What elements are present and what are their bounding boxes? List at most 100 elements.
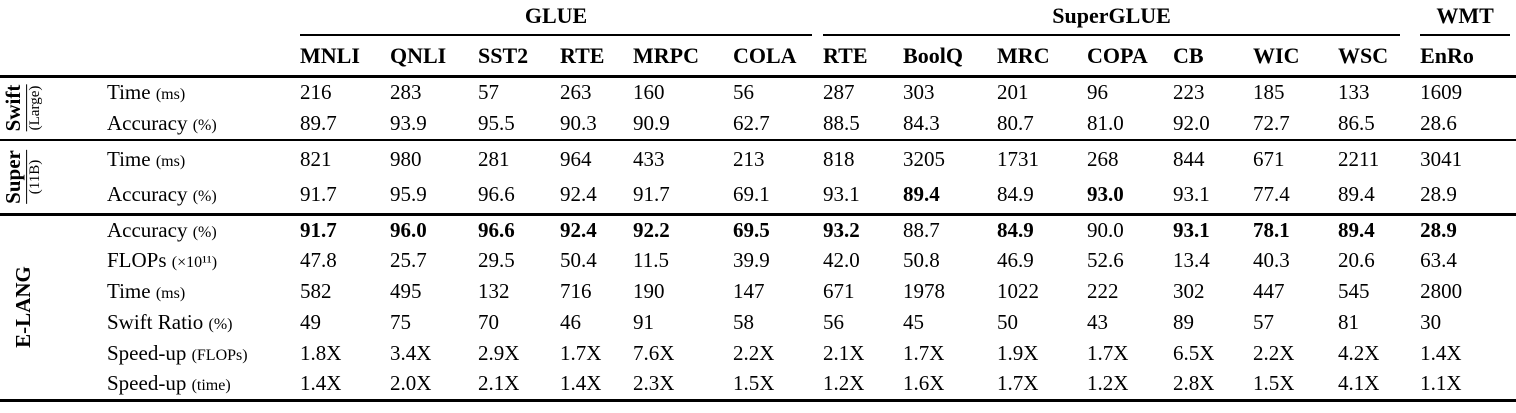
data-cell: 89.4 [903, 177, 997, 214]
data-value: 2.0X [390, 371, 432, 396]
metric-unit: (time) [191, 377, 231, 395]
data-value: 39.9 [733, 248, 770, 272]
data-value: 20.6 [1338, 248, 1375, 272]
data-value: 69.5 [733, 217, 770, 242]
data-value: 495 [390, 279, 422, 303]
row-group-label: E-LANG [10, 266, 34, 348]
data-cell: 433 [633, 140, 733, 177]
data-cell: 78.1 [1253, 214, 1338, 245]
data-cell: 3041 [1420, 140, 1516, 177]
data-cell: 96.6 [478, 177, 560, 214]
metric-name: Time [107, 146, 151, 171]
data-cell: 1.7X [1087, 338, 1173, 369]
table-header: GLUE SuperGLUE WMT MNLI QNLI SST2 RTE MRPC COLA R… [0, 2, 1516, 78]
data-cell: 93.2 [823, 214, 903, 245]
column-header: SST2 [478, 38, 560, 78]
data-value: 46.9 [997, 248, 1034, 272]
data-cell: 447 [1253, 276, 1338, 307]
row-label: Speed-up (FLOPs) [45, 338, 300, 369]
metric-unit: (FLOPs) [191, 347, 248, 364]
column-header: EnRo [1420, 38, 1516, 78]
data-cell: 96.6 [478, 214, 560, 245]
metric-unit: (%) [192, 223, 217, 241]
data-value: 11.5 [633, 248, 669, 272]
data-value: 1.4X [300, 371, 342, 396]
row-label: Speed-up (time) [45, 369, 300, 400]
data-cell: 545 [1338, 276, 1420, 307]
row-label: Swift Ratio (%) [45, 307, 300, 338]
data-value: 223 [1173, 80, 1205, 105]
data-value: 160 [633, 80, 665, 105]
column-header: WSC [1338, 38, 1421, 78]
data-value: 216 [300, 80, 332, 105]
data-value: 88.5 [823, 111, 860, 135]
row-label: Accuracy (%) [45, 177, 300, 214]
data-value: 1.9X [997, 341, 1039, 365]
data-cell: 30 [1420, 307, 1516, 338]
row-group-cell: Swift (Large) [0, 76, 45, 140]
data-cell: 50.4 [560, 245, 633, 276]
data-value: 7.6X [633, 341, 675, 365]
data-value: 1609 [1420, 80, 1463, 105]
data-cell: 88.5 [823, 108, 903, 140]
data-value: 1.6X [903, 371, 945, 396]
metric-name: Speed-up [107, 341, 187, 365]
data-cell: 50.8 [903, 245, 997, 276]
data-value: 47.8 [300, 248, 337, 272]
data-cell: 40.3 [1253, 245, 1338, 276]
data-cell: 20.6 [1338, 245, 1420, 276]
row-group-name: Super [0, 149, 25, 204]
table-row: Super (11B) Time (ms) 821 980 281 964 433 213 818… [0, 140, 1516, 204]
row-label: Accuracy (%) [45, 108, 300, 140]
data-cell: 1.7X [560, 338, 633, 369]
data-cell: 84.9 [997, 214, 1087, 245]
data-value: 545 [1338, 279, 1370, 303]
data-cell: 821 [300, 140, 390, 177]
column-header: MRPC [633, 38, 733, 78]
data-cell: 3.4X [390, 338, 478, 369]
data-cell: 263 [560, 76, 633, 108]
data-cell: 185 [1253, 76, 1338, 108]
data-value: 222 [1087, 279, 1119, 303]
data-value: 283 [390, 80, 422, 105]
data-value: 1.7X [560, 341, 602, 365]
data-value: 201 [997, 80, 1029, 105]
table-row: Time (ms) 582 495 132 716 190 147 671 1978 1022 22… [0, 276, 1516, 307]
data-value: 91 [633, 310, 654, 334]
table-row: Accuracy (%) 89.7 93.9 95.5 90.3 90.9 62.7 88.5… [0, 108, 1516, 140]
data-value: 89.4 [1338, 182, 1375, 207]
data-value: 86.5 [1338, 111, 1375, 135]
data-value: 81.0 [1087, 111, 1124, 135]
data-cell: 302 [1173, 276, 1253, 307]
data-cell: 86.5 [1338, 108, 1420, 140]
data-value: 2.3X [633, 371, 675, 396]
data-cell: 7.6X [633, 338, 733, 369]
data-value: 89.4 [903, 182, 940, 207]
metric-unit: (×10¹¹) [171, 254, 218, 271]
data-cell: 45 [903, 307, 997, 338]
data-cell: 671 [1253, 140, 1338, 177]
data-value: 30 [1420, 310, 1442, 334]
data-cell: 89.4 [1338, 177, 1420, 214]
data-cell: 1609 [1420, 76, 1516, 108]
data-cell: 90.3 [560, 108, 633, 140]
table-row: FLOPs (×10¹¹) 47.8 25.7 29.5 50.4 11.5 39.9 42.… [0, 245, 1516, 276]
data-value: 671 [1253, 146, 1285, 171]
data-cell: 91.7 [300, 177, 390, 214]
data-value: 13.4 [1173, 248, 1210, 272]
data-value: 92.4 [560, 182, 597, 207]
column-group-header: GLUE [300, 2, 823, 38]
data-value: 52.6 [1087, 248, 1124, 272]
data-value: 96.6 [478, 182, 515, 207]
data-cell: 75 [390, 307, 478, 338]
data-cell: 69.5 [733, 214, 823, 245]
data-value: 1.4X [1420, 341, 1462, 365]
table-row: Accuracy (%) 91.7 95.9 96.6 92.4 91.7 69.1 93.1… [0, 177, 1516, 214]
data-value: 78.1 [1253, 217, 1290, 242]
data-value: 84.3 [903, 111, 940, 135]
data-value: 93.1 [1173, 217, 1210, 242]
data-value: 1.7X [1087, 341, 1129, 365]
data-cell: 25.7 [390, 245, 478, 276]
data-value: 96 [1087, 80, 1109, 105]
row-group-label: Super (11B) [0, 149, 44, 204]
